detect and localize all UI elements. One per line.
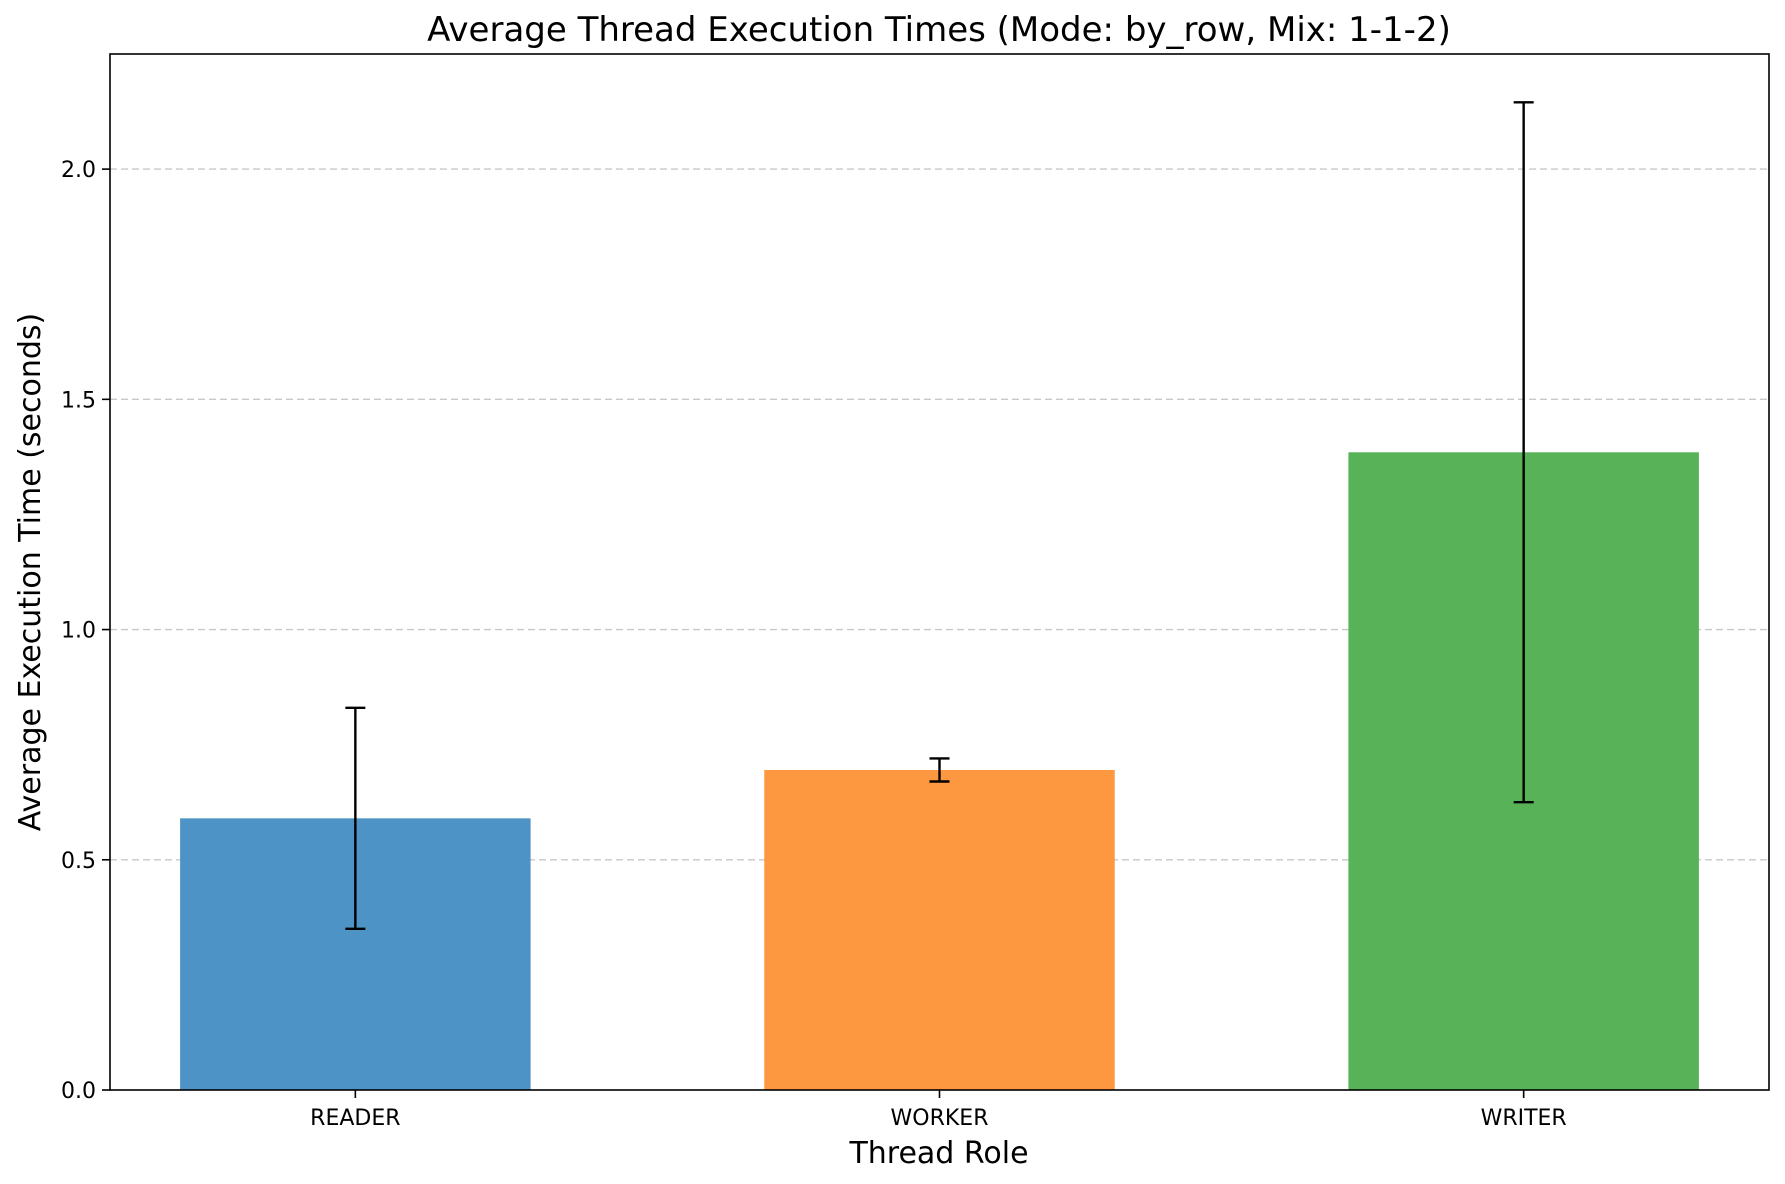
x-axis-label: Thread Role bbox=[848, 1136, 1028, 1171]
x-tick-label-worker: WORKER bbox=[891, 1106, 989, 1131]
error-bars bbox=[345, 101, 1534, 931]
y-tick-label: 2.0 bbox=[61, 158, 96, 183]
y-tick-label: 1.5 bbox=[61, 388, 96, 413]
x-axis-ticks: READER WORKER WRITER bbox=[310, 1090, 1567, 1131]
y-tick-label: 1.0 bbox=[61, 619, 96, 644]
x-tick-label-writer: WRITER bbox=[1481, 1106, 1567, 1131]
y-tick-label: 0.5 bbox=[61, 849, 96, 874]
y-axis-label: Average Execution Time (seconds) bbox=[13, 313, 48, 831]
y-axis-ticks: 0.0 0.5 1.0 1.5 2.0 bbox=[61, 158, 110, 1104]
y-tick-label: 0.0 bbox=[61, 1079, 96, 1104]
chart-title: Average Thread Execution Times (Mode: by… bbox=[427, 10, 1451, 50]
x-tick-label-reader: READER bbox=[310, 1106, 400, 1131]
bar-worker bbox=[764, 769, 1115, 1090]
